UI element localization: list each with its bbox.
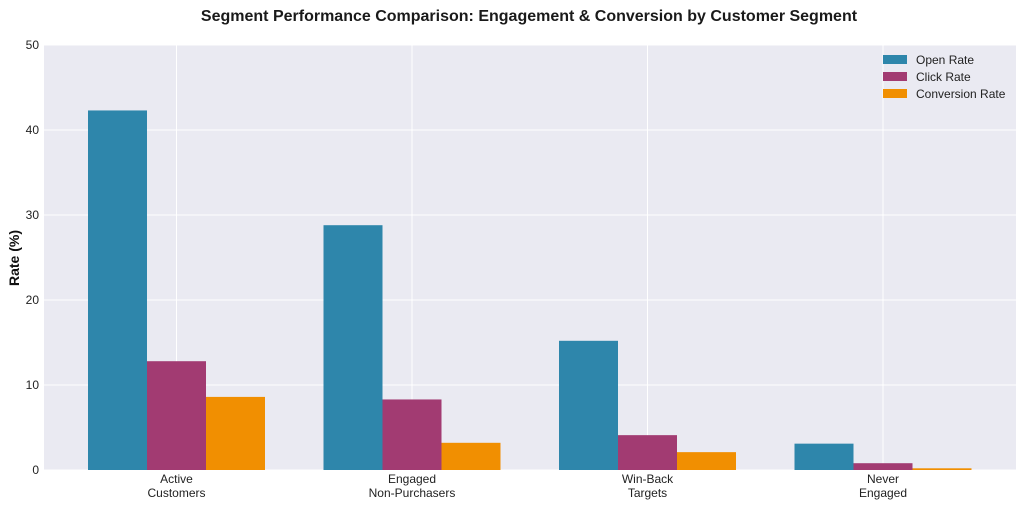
legend-label: Conversion Rate bbox=[916, 87, 1006, 101]
y-tick-label: 30 bbox=[26, 208, 40, 222]
bar-conversion-rate bbox=[677, 452, 736, 470]
y-tick-label: 40 bbox=[26, 123, 40, 137]
y-tick-label: 0 bbox=[32, 463, 39, 477]
bar-conversion-rate bbox=[206, 396, 265, 470]
x-tick-label: Win-Back Targets bbox=[622, 472, 674, 500]
bar-click-rate bbox=[853, 463, 913, 470]
bar-open-rate bbox=[794, 443, 854, 470]
legend-label: Open Rate bbox=[916, 53, 974, 67]
x-axis-ticks: Active Customers Engaged Non-Purchasers Win-… bbox=[147, 472, 907, 500]
legend-swatch bbox=[883, 89, 907, 98]
x-tick-label: Engaged Non-Purchasers bbox=[369, 472, 456, 500]
bar-click-rate bbox=[147, 361, 206, 470]
legend-swatch bbox=[883, 72, 907, 81]
legend: Open Rate Click Rate Conversion Rate bbox=[883, 53, 1006, 101]
bar-conversion-rate bbox=[441, 442, 501, 470]
grid-lines bbox=[44, 44, 1016, 471]
x-tick-label: Never Engaged bbox=[859, 472, 907, 500]
chart-title: Segment Performance Comparison: Engageme… bbox=[201, 8, 858, 25]
x-tick-label: Active Customers bbox=[147, 472, 205, 500]
bar-open-rate bbox=[88, 110, 147, 470]
bar-open-rate bbox=[559, 340, 618, 470]
y-tick-label: 20 bbox=[26, 293, 40, 307]
bar-conversion-rate bbox=[912, 468, 972, 470]
legend-label: Click Rate bbox=[916, 70, 971, 84]
bars bbox=[88, 110, 972, 470]
legend-swatch bbox=[883, 55, 907, 64]
bar-click-rate bbox=[382, 399, 442, 470]
bar-click-rate bbox=[618, 435, 677, 470]
y-axis-label: Rate (%) bbox=[6, 230, 22, 286]
y-tick-label: 10 bbox=[26, 378, 40, 392]
y-axis-ticks: 0 10 20 30 40 50 bbox=[26, 38, 40, 477]
y-tick-label: 50 bbox=[26, 38, 40, 52]
bar-open-rate bbox=[323, 225, 383, 470]
